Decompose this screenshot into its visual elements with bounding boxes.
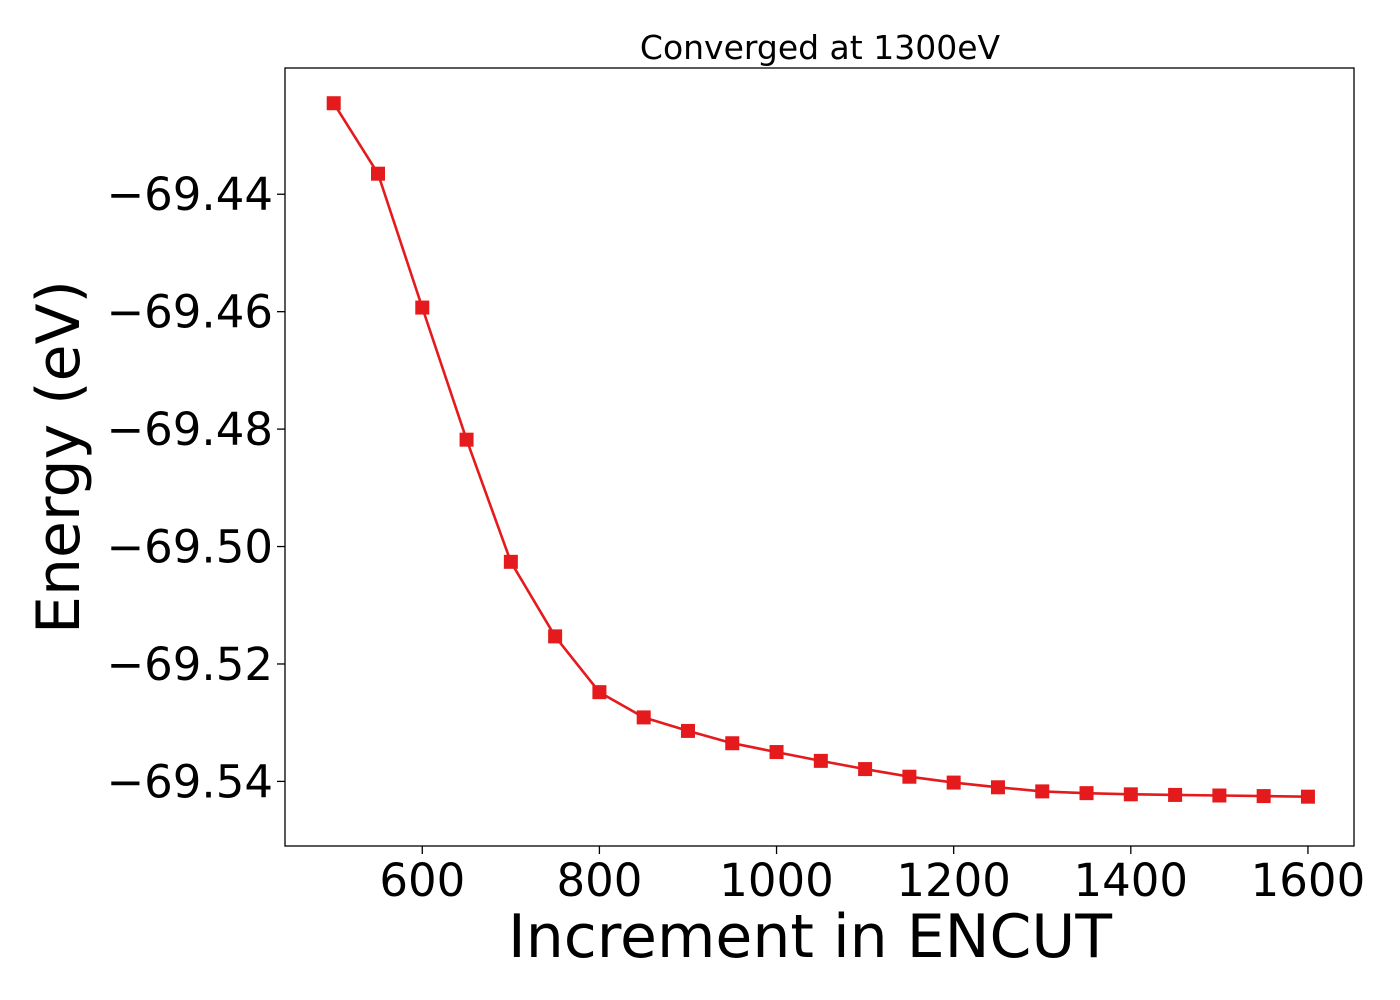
series-line (332, 102, 1308, 798)
data-point (725, 736, 740, 751)
data-point (459, 432, 474, 447)
x-tick-label: 1000 (719, 854, 834, 907)
data-point (1168, 787, 1183, 802)
y-tick-label: −69.46 (106, 286, 273, 339)
data-point (548, 629, 563, 644)
y-tick-label: −69.54 (106, 755, 273, 808)
data-point (1300, 789, 1315, 804)
series-layer (326, 96, 1315, 804)
data-point (503, 554, 518, 569)
data-point (592, 685, 607, 700)
y-axis-ticks: −69.44 −69.46 −69.48 −69.50 −69.52 −69.54 (106, 168, 285, 808)
data-point (990, 780, 1005, 795)
chart-title: Converged at 1300eV (640, 28, 1001, 67)
data-point (1079, 786, 1094, 801)
data-point (946, 775, 961, 790)
data-point (636, 710, 651, 725)
data-point (1212, 788, 1227, 803)
data-point (370, 166, 385, 181)
plot-frame (284, 67, 1355, 847)
x-axis-ticks: 600 800 1000 1200 1400 1600 (379, 846, 1365, 907)
y-tick-label: −69.44 (106, 168, 273, 221)
y-axis-label: Energy (eV) (24, 280, 94, 634)
data-point (1123, 787, 1138, 802)
x-tick-label: 1200 (896, 854, 1011, 907)
data-point (415, 300, 430, 315)
x-tick-label: 800 (556, 854, 642, 907)
x-tick-label: 1400 (1074, 854, 1189, 907)
data-point (1256, 789, 1271, 804)
y-tick-label: −69.50 (106, 521, 273, 574)
data-point (1035, 784, 1050, 799)
data-point (769, 745, 784, 760)
data-point (858, 762, 873, 777)
y-tick-label: −69.52 (106, 638, 273, 691)
data-point (813, 753, 828, 768)
x-tick-label: 1600 (1251, 854, 1366, 907)
x-tick-label: 600 (379, 854, 465, 907)
data-point (326, 96, 341, 111)
x-axis-label: Increment in ENCUT (508, 902, 1112, 972)
data-point (902, 769, 917, 784)
y-tick-label: −69.48 (106, 403, 273, 456)
data-point (680, 723, 695, 738)
